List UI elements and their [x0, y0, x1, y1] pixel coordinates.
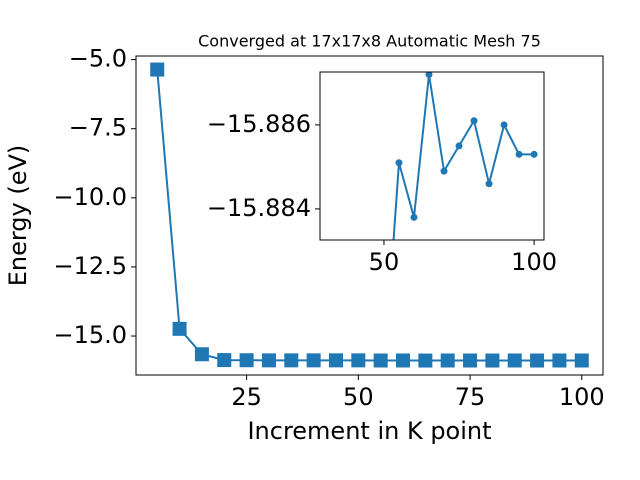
y-axis-label: Energy (eV): [4, 145, 32, 287]
marker: [530, 150, 538, 158]
marker: [172, 321, 187, 336]
x-tick-label: 25: [231, 383, 262, 411]
marker: [455, 142, 463, 150]
marker: [425, 72, 433, 79]
y-tick-label: −7.5: [69, 114, 127, 142]
marker: [395, 159, 403, 167]
y-tick-label: −15.0: [53, 321, 127, 349]
marker: [194, 347, 209, 362]
marker: [470, 117, 478, 125]
chart-title: Converged at 17x17x8 Automatic Mesh 75: [198, 32, 541, 51]
marker: [574, 353, 589, 368]
plot-content: [150, 62, 589, 368]
marker: [351, 353, 366, 368]
y-tick-label: −12.5: [53, 252, 127, 280]
y-tick-label: −5.0: [69, 45, 127, 73]
x-axis-label: Increment in K point: [247, 417, 491, 445]
x-tick-label: 100: [559, 383, 605, 411]
marker: [418, 353, 433, 368]
marker: [530, 353, 545, 368]
marker: [485, 180, 493, 188]
marker: [328, 353, 343, 368]
marker: [373, 353, 388, 368]
marker: [410, 213, 418, 221]
plot-frame: [135, 55, 604, 376]
marker: [440, 353, 455, 368]
marker: [485, 353, 500, 368]
marker: [440, 167, 448, 175]
marker: [261, 353, 276, 368]
x-tick-label: 50: [343, 383, 374, 411]
y-tick-label: −15.886: [207, 110, 311, 138]
y-tick-label: −10.0: [53, 183, 127, 211]
x-tick-label: 100: [511, 248, 557, 276]
marker: [500, 121, 508, 129]
plot-content: [392, 72, 538, 240]
marker: [463, 353, 478, 368]
marker: [515, 150, 523, 158]
marker: [150, 62, 165, 77]
plot-frame: [319, 71, 545, 241]
x-tick-label: 50: [369, 248, 400, 276]
marker: [396, 353, 411, 368]
marker: [306, 353, 321, 368]
marker: [284, 353, 299, 368]
marker: [217, 353, 232, 368]
marker: [239, 353, 254, 368]
x-tick-label: 75: [455, 383, 486, 411]
marker: [507, 353, 522, 368]
y-tick-label: −15.884: [207, 194, 311, 222]
marker: [552, 353, 567, 368]
